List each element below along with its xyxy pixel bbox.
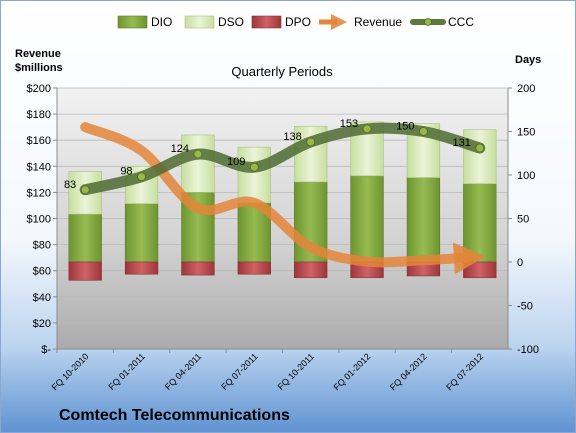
right-axis-ticks: -100 -50 0 50 100 150 200 [508,83,539,356]
x-tick-label: FQ 04-2011 [163,351,204,392]
x-tick-label: FQ 10-2010 [50,351,91,392]
ccc-marker [193,149,203,159]
right-tick-label: 100 [517,170,535,182]
ccc-data-label: 83 [64,179,76,191]
data-labels: 83 98 124 109 138 153 150 131 [64,118,471,191]
ccc-data-label: 138 [283,131,301,143]
left-axis-ticks: $- $20 $40 $60 $80 $100 $120 $140 $160 $180 $200 [27,83,57,356]
ccc-line [79,122,486,196]
ccc-marker [475,143,485,153]
left-tick-label: $140 [27,161,51,173]
ccc-data-label: 98 [120,166,132,178]
right-axis-title: Days [515,54,541,66]
bar-dpo [463,261,497,278]
line-series [79,122,486,275]
right-tick-label: 150 [517,127,535,139]
ccc-marker [306,137,316,147]
ccc-data-label: 124 [171,143,189,155]
right-tick-label: -100 [517,344,539,356]
x-tick-label: FQ 01-2011 [106,351,147,392]
right-tick-label: 200 [517,83,535,95]
left-tick-label: $160 [27,135,51,147]
ccc-data-label: 150 [396,121,414,133]
right-tick-label: -50 [517,301,533,313]
ccc-data-label: 153 [340,118,358,130]
bar-dio [350,175,384,263]
legend-swatch-dpo [251,15,282,29]
left-tick-label: $100 [27,214,51,226]
ccc-data-label: 109 [227,156,245,168]
bar-dpo [68,261,102,281]
revenue-line [80,122,486,275]
company-name: Comtech Telecommunications [59,407,290,424]
x-tick-label: FQ 07-2012 [444,351,485,392]
left-tick-label: $- [41,344,51,356]
bar-dso [237,146,271,204]
ccc-marker [419,127,428,136]
bar-dio [124,203,159,263]
left-tick-label: $20 [33,318,51,330]
bar-dso [181,134,215,193]
legend-label-revenue: Revenue [354,15,402,29]
legend-swatch-dso [184,15,215,29]
ccc-data-label: 131 [452,137,470,149]
x-axis-ticks: FQ 10-2010 FQ 01-2011 FQ 04-2011 FQ 07-2011… [50,349,485,392]
bar-dio [406,177,441,263]
bar-dio [463,183,497,263]
x-tick-label: FQ 07-2011 [219,351,260,392]
legend-marker-ccc [424,18,432,26]
ccc-marker [362,124,372,134]
ccc-marker [249,162,259,172]
x-tick-label: FQ 01-2012 [331,351,372,392]
right-tick-label: 0 [517,257,523,269]
legend-label-dio: DIO [151,15,172,29]
bar-dpo [294,261,328,278]
x-tick-label: FQ 04-2012 [388,351,429,392]
legend-label-dso: DSO [218,15,244,29]
right-tick-label: 50 [517,214,529,226]
ccc-marker [80,185,90,195]
legend: DIO DSO DPO Revenue CCC [117,13,474,30]
left-tick-label: $40 [33,292,51,304]
left-tick-label: $180 [27,109,51,121]
legend-label-ccc: CCC [448,15,474,29]
left-axis-title-line2: $millions [15,62,63,74]
ccc-marker [137,172,146,182]
bar-dio [68,213,102,263]
left-tick-label: $120 [27,187,51,199]
legend-swatch-dio [117,15,148,29]
left-axis-title-line1: Revenue [15,48,61,60]
bar-dpo [237,261,271,275]
legend-label-dpo: DPO [285,15,311,29]
left-tick-label: $60 [33,266,51,278]
left-tick-label: $200 [27,83,51,95]
x-tick-label: FQ 10-2011 [276,351,317,392]
chart-title: Quarterly Periods [231,64,333,79]
left-tick-label: $80 [33,240,51,252]
bar-dpo [124,261,159,275]
bar-dpo [181,261,215,276]
